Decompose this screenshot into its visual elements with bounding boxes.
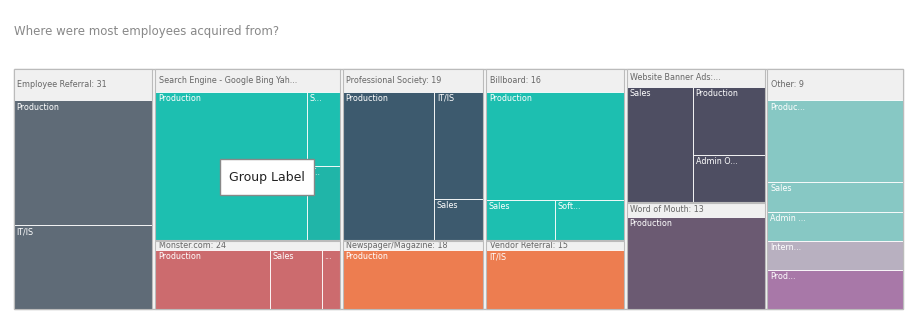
Text: Search Engine - Google Bing Yah...: Search Engine - Google Bing Yah...	[159, 76, 297, 85]
Text: Production: Production	[346, 252, 389, 261]
Text: Sales: Sales	[629, 89, 651, 98]
Text: IT/IS: IT/IS	[437, 94, 454, 103]
Text: Production: Production	[489, 94, 532, 103]
Text: IT..: IT..	[310, 168, 321, 177]
Text: Billboard: 16: Billboard: 16	[489, 76, 540, 85]
Text: Sales: Sales	[437, 201, 459, 210]
Text: IT/IS: IT/IS	[16, 228, 34, 237]
Text: Sales: Sales	[272, 252, 294, 261]
Text: Production: Production	[158, 252, 201, 261]
Text: Intern...: Intern...	[770, 243, 801, 252]
Text: Where were most employees acquired from?: Where were most employees acquired from?	[14, 25, 279, 38]
Text: Professional Society: 19: Professional Society: 19	[347, 76, 442, 85]
Text: Website Banner Ads:...: Website Banner Ads:...	[630, 73, 721, 83]
Text: IT/IS: IT/IS	[489, 252, 506, 261]
Text: Soft...: Soft...	[558, 203, 581, 211]
Text: Vendor Referral: 15: Vendor Referral: 15	[489, 241, 568, 250]
Text: ...: ...	[324, 252, 332, 261]
Text: Monster.com: 24: Monster.com: 24	[159, 241, 226, 250]
Text: Word of Mouth: 13: Word of Mouth: 13	[630, 205, 704, 214]
Text: Production: Production	[346, 94, 389, 103]
Text: Employee Referral: 31: Employee Referral: 31	[17, 80, 107, 89]
Text: Group Label: Group Label	[230, 170, 305, 184]
Text: S...: S...	[310, 94, 322, 103]
Text: Production: Production	[158, 94, 201, 103]
Text: Admin ...: Admin ...	[770, 214, 805, 223]
Text: Produc...: Produc...	[770, 103, 805, 112]
Text: Prod...: Prod...	[770, 272, 795, 281]
Text: Admin O...: Admin O...	[696, 157, 737, 166]
Text: Other: 9: Other: 9	[771, 80, 804, 89]
Text: Production: Production	[16, 103, 59, 112]
Text: Production: Production	[696, 89, 738, 98]
Text: Sales: Sales	[770, 184, 792, 193]
Text: Production: Production	[629, 219, 672, 228]
Text: Sales: Sales	[489, 203, 510, 211]
Text: Newspager/Magazine: 18: Newspager/Magazine: 18	[347, 241, 448, 250]
